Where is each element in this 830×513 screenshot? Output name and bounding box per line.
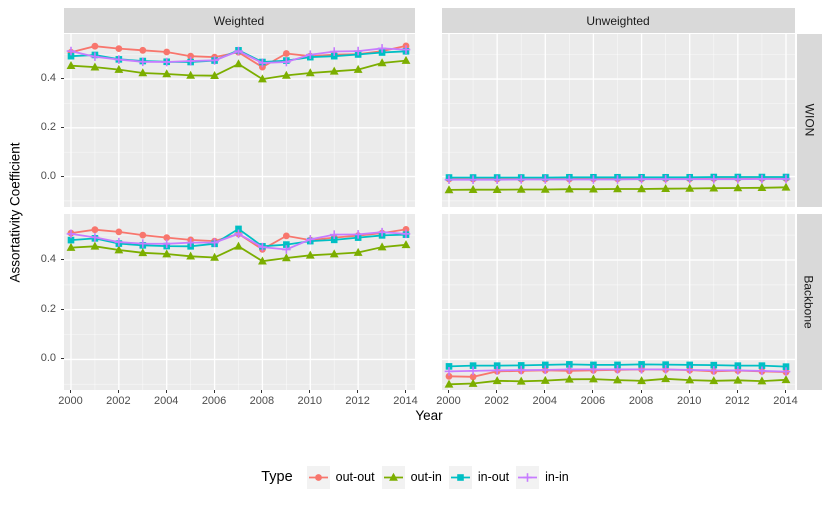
panel-unweighted-wion [441, 33, 795, 207]
x-axis-title: Year [415, 408, 443, 423]
x-tick-mark [640, 390, 642, 393]
x-tick-label: 2000 [58, 395, 83, 407]
x-tick-label: 2008 [628, 395, 654, 407]
x-tick-label: 2014 [393, 395, 418, 407]
y-tick-label: 0.0 [40, 352, 56, 365]
x-tick-label: 2010 [297, 395, 323, 407]
legend-item-in-in: in-in [516, 465, 569, 489]
x-tick-mark [496, 390, 498, 393]
series-out-in [66, 239, 410, 265]
legend: Type out-out out-in in-out in-in [0, 458, 830, 496]
series-out-in [444, 373, 790, 388]
facet-strip-weighted: Weighted [63, 8, 415, 33]
y-tick-label: 0.2 [40, 120, 56, 133]
legend-label: in-out [477, 470, 510, 484]
series-out-in [444, 182, 790, 193]
x-tick-label: 2004 [532, 395, 558, 407]
legend-title: Type [261, 469, 293, 485]
series-in-in [66, 43, 410, 67]
series-out-in [66, 55, 410, 82]
x-tick-mark [165, 390, 167, 393]
y-tick-label: 0.4 [40, 252, 56, 265]
x-tick-mark [117, 390, 119, 393]
x-tick-label: 2002 [484, 395, 509, 407]
y-tick-label: 0.2 [40, 302, 56, 315]
series-in-out [445, 360, 789, 370]
facet-strip-unweighted: Unweighted [441, 8, 795, 33]
y-tick-mark [60, 358, 64, 360]
facet-strip-label: Backbone [802, 275, 816, 329]
y-tick-label: 0.0 [40, 169, 56, 182]
x-tick-mark [213, 390, 215, 393]
x-tick-label: 2002 [106, 395, 131, 407]
facet-strip-label: WION [802, 103, 817, 137]
x-tick-mark [736, 390, 738, 393]
legend-item-out-in: out-in [381, 465, 442, 489]
plus-legend-key-icon [516, 465, 540, 489]
facet-strip-backbone: Backbone [796, 213, 822, 390]
legend-item-out-out: out-out [306, 465, 375, 489]
legend-label: in-in [545, 470, 569, 484]
x-tick-mark [592, 390, 594, 393]
legend-item-in-out: in-out [448, 465, 510, 489]
x-tick-label: 2014 [773, 395, 798, 407]
x-tick-mark [309, 390, 311, 393]
facet-strip-label: Weighted [213, 13, 265, 28]
x-tick-mark [357, 390, 359, 393]
legend-label: out-in [410, 470, 442, 484]
x-tick-mark [70, 390, 71, 393]
x-tick-mark [544, 390, 546, 393]
x-tick-label: 2004 [153, 395, 179, 407]
facet-strip-wion: WION [796, 33, 822, 207]
facet-strip-label: Unweighted [586, 13, 650, 28]
x-tick-mark [261, 390, 263, 393]
x-tick-mark [785, 390, 786, 393]
x-tick-label: 2012 [345, 395, 370, 407]
y-axis-title: Assortativity Coefficient [7, 142, 23, 283]
series-in-in [444, 174, 790, 184]
x-tick-label: 2006 [201, 395, 227, 407]
panel-weighted-wion [63, 33, 415, 207]
panel-weighted-backbone [63, 213, 415, 390]
square-legend-key-icon [448, 465, 472, 489]
series-in-in [444, 364, 790, 376]
legend-label: out-out [335, 470, 375, 484]
series-in-in [66, 227, 410, 254]
y-tick-mark [60, 308, 64, 310]
y-tick-label: 0.4 [40, 72, 56, 85]
x-tick-mark [405, 390, 406, 393]
y-tick-mark [60, 78, 64, 80]
x-tick-label: 2000 [436, 395, 461, 407]
triangle-legend-key-icon [381, 465, 405, 489]
y-tick-mark [60, 126, 64, 128]
y-tick-mark [60, 258, 64, 260]
x-tick-label: 2010 [676, 395, 702, 407]
y-tick-mark [60, 175, 64, 177]
x-tick-mark [688, 390, 690, 393]
x-tick-label: 2006 [580, 395, 606, 407]
panel-unweighted-backbone [441, 213, 795, 390]
x-tick-mark [448, 390, 449, 393]
x-tick-label: 2008 [249, 395, 275, 407]
x-tick-label: 2012 [725, 395, 750, 407]
circle-legend-key-icon [306, 465, 330, 489]
